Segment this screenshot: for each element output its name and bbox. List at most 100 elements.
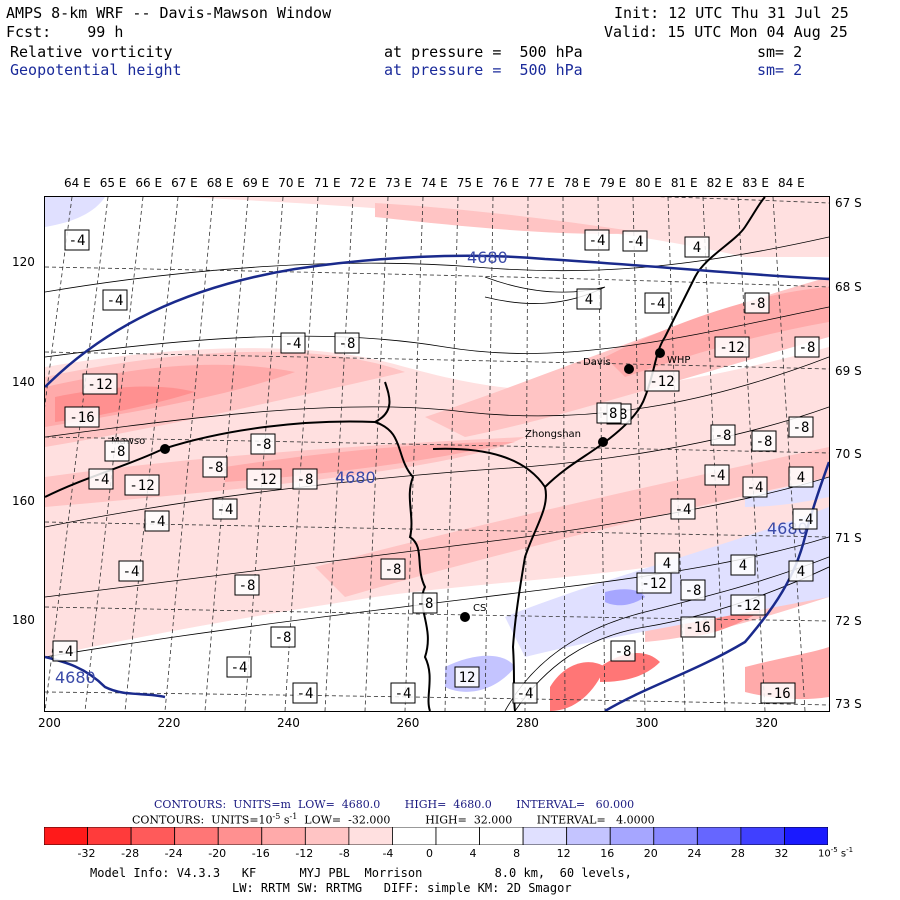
vorticity-label: -8 (250, 433, 276, 455)
vorticity-contour-note: CONTOURS: UNITS=10-5 s-1 LOW= -32.000 HI… (132, 812, 655, 827)
color-bar (43, 826, 829, 849)
svg-text:-16: -16 (685, 620, 710, 636)
latitude-label: 68 S (835, 280, 862, 294)
color-bar-tick-label: 32 (774, 847, 789, 860)
x-axis-label: 280 (516, 716, 539, 730)
map-canvas: Mawso Davis WHP Zhongshan CS 4680 4680 4… (45, 197, 829, 711)
color-bar-units: 10-5 s-1 (818, 846, 854, 860)
station-label-whp: WHP (667, 355, 690, 366)
vorticity-label: -4 (584, 229, 610, 251)
svg-text:-12: -12 (251, 472, 276, 488)
vorticity-label: -12 (124, 474, 160, 496)
longitude-label: 68 E (206, 176, 234, 190)
svg-text:-4: -4 (149, 514, 166, 530)
svg-text:-8: -8 (339, 336, 356, 352)
latitude-label: 70 S (835, 447, 862, 461)
station-label-cs: CS (473, 603, 486, 614)
longitude-label: 84 E (778, 176, 805, 190)
svg-text:-4: -4 (217, 502, 234, 518)
field1-level: at pressure = 500 hPa (384, 43, 583, 61)
forecast-hour: Fcst: 99 h (6, 23, 124, 41)
height-label: 4680 (55, 668, 96, 687)
longitude-label: 74 E (421, 176, 448, 190)
field2-smoothing: sm= 2 (757, 61, 803, 79)
svg-text:-8: -8 (207, 460, 224, 476)
color-bar-cell (696, 826, 742, 846)
vorticity-label: -8 (334, 332, 360, 354)
vorticity-label: -4 (280, 332, 306, 354)
vorticity-label: -4 (704, 464, 730, 486)
x-axis-label: 300 (635, 716, 659, 730)
svg-text:-4: -4 (93, 472, 110, 488)
field1-smoothing: sm= 2 (757, 43, 803, 61)
color-bar-tick-label: -4 (382, 847, 394, 860)
vorticity-map[interactable]: Mawso Davis WHP Zhongshan CS 4680 4680 4… (44, 196, 830, 712)
vorticity-label: -16 (760, 682, 796, 704)
vorticity-label: 12 (454, 666, 480, 688)
svg-text:-12: -12 (87, 377, 112, 393)
svg-text:-8: -8 (601, 406, 618, 422)
vorticity-label: -4 (390, 682, 416, 704)
longitude-label: 70 E (278, 176, 305, 190)
svg-text:-4: -4 (747, 480, 764, 496)
vorticity-label: 4 (684, 236, 710, 258)
svg-text:4: 4 (739, 558, 747, 574)
vorticity-label: -8 (751, 430, 777, 452)
svg-text:-4: -4 (231, 660, 248, 676)
color-bar-tick-label: 12 (556, 847, 571, 860)
longitude-label: 81 E (670, 176, 698, 190)
color-bar-tick-label: -12 (295, 847, 314, 860)
color-bar-cell (566, 826, 611, 846)
x-axis-label: 260 (396, 716, 420, 730)
vorticity-contour-labels: -4 -4 -4 -4 -4 4 4 -4 -8 -8 -12 -16 -8 -8 -8 -12 -8 -4 -12… (52, 229, 820, 704)
svg-text:-8: -8 (297, 472, 314, 488)
vorticity-label: -4 (52, 640, 78, 662)
vorticity-label: -4 (144, 510, 170, 532)
y-axis-label: 160 (12, 494, 35, 508)
vorticity-label: -8 (380, 558, 406, 580)
vorticity-label: -8 (596, 402, 622, 424)
svg-text:-4: -4 (517, 686, 534, 702)
svg-text:-4: -4 (709, 468, 726, 484)
station-dot-davis (624, 364, 634, 374)
longitude-label: 66 E (135, 176, 163, 190)
station-label-davis: Davis (583, 357, 611, 368)
svg-text:4: 4 (797, 564, 805, 580)
valid-time: Valid: 15 UTC Mon 04 Aug 25 (604, 23, 848, 41)
height-contour-note: CONTOURS: UNITS=m LOW= 4680.0 HIGH= 4680… (154, 798, 635, 811)
longitude-label: 71 E (313, 176, 341, 190)
vorticity-label: -8 (710, 424, 736, 446)
model-info-line1: Model Info: V4.3.3 KF MYJ PBL Morrison 8… (90, 866, 632, 880)
vorticity-label: -16 (680, 616, 716, 638)
x-axis-label: 200 (38, 716, 61, 730)
station-dot-cs (460, 612, 470, 622)
color-bar-tick-label: 8 (513, 847, 521, 860)
vorticity-label: -8 (234, 574, 260, 596)
latitude-label: 71 S (835, 531, 862, 545)
height-label: 4680 (335, 468, 376, 487)
latitude-label: 69 S (835, 364, 862, 378)
svg-text:-8: -8 (685, 583, 702, 599)
color-bar-cell (304, 826, 350, 846)
vorticity-label: -4 (118, 560, 144, 582)
svg-text:12: 12 (459, 670, 476, 686)
longitude-label: 79 E (599, 176, 627, 190)
longitude-label: 75 E (456, 176, 484, 190)
color-bar-cell (609, 826, 655, 846)
longitude-label: 67 E (171, 176, 198, 190)
vorticity-label: -4 (212, 498, 238, 520)
svg-text:-8: -8 (255, 437, 272, 453)
color-bar-cell (261, 826, 306, 846)
color-bar-cell (174, 826, 219, 846)
longitude-label: 72 E (349, 176, 377, 190)
svg-text:-8: -8 (793, 420, 810, 436)
color-bar-tick-label: 24 (687, 847, 702, 860)
color-bar-tick-label: 0 (426, 847, 433, 860)
color-bar-tick-label: 20 (643, 847, 658, 860)
svg-text:-4: -4 (589, 233, 606, 249)
x-axis-label: 240 (277, 716, 300, 730)
svg-text:4: 4 (663, 556, 671, 572)
vorticity-label: -12 (730, 594, 766, 616)
vorticity-label: -4 (64, 229, 90, 251)
color-bar-tick-label: -20 (208, 847, 227, 860)
